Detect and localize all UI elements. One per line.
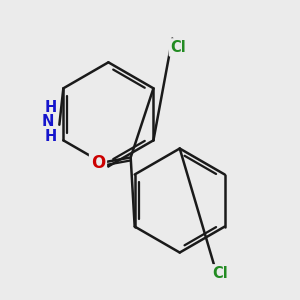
Text: H: H <box>44 100 57 115</box>
Text: H: H <box>44 128 57 143</box>
Text: N: N <box>41 114 54 129</box>
Text: Cl: Cl <box>212 266 228 281</box>
Text: Cl: Cl <box>170 40 186 55</box>
Text: O: O <box>91 154 105 172</box>
